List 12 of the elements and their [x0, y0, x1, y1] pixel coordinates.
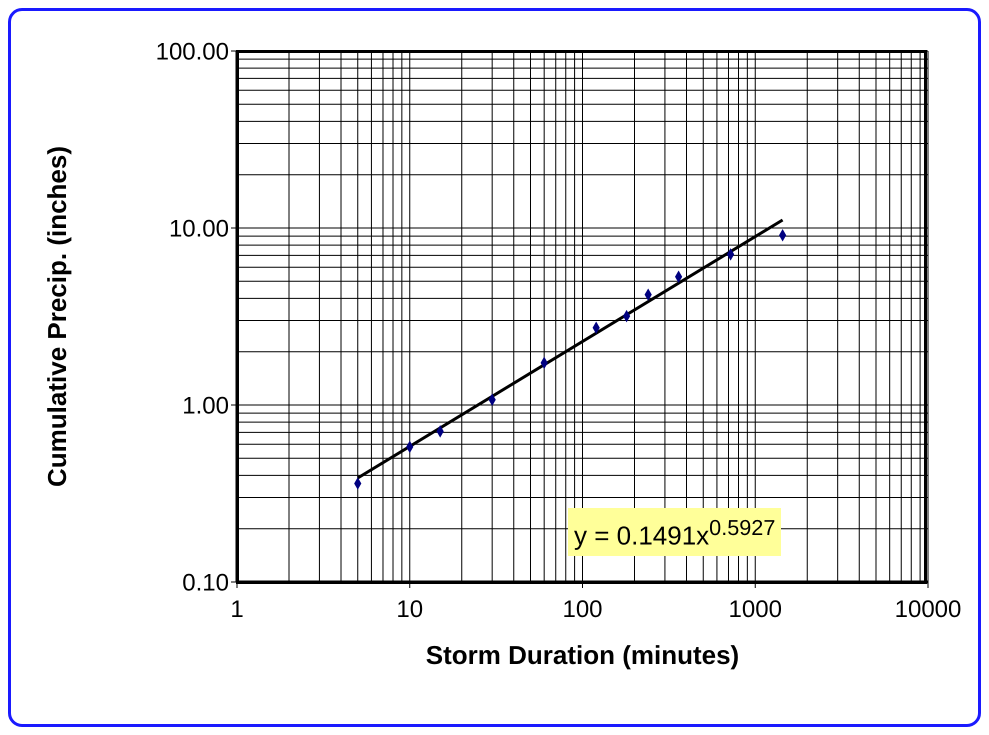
- x-tick-label: 100: [562, 596, 603, 624]
- annotation: y = 0.1491x$^{0.5927}$: [568, 508, 782, 556]
- x-tick-label: 1: [230, 596, 244, 624]
- x-axis-title: Storm Duration (minutes): [426, 640, 740, 670]
- y-tick-label: 100.00: [156, 38, 229, 66]
- y-tick-label: 10.00: [168, 216, 229, 243]
- y-tick-label: 0.10: [182, 570, 229, 597]
- y-tick-label: 1.00: [182, 392, 229, 420]
- x-tick-label: 10: [396, 596, 424, 624]
- x-tick-label: 1000: [728, 596, 782, 624]
- x-tick-label: 10000: [894, 596, 962, 624]
- y-axis-title: Cumulative Precip. (inches): [42, 146, 72, 487]
